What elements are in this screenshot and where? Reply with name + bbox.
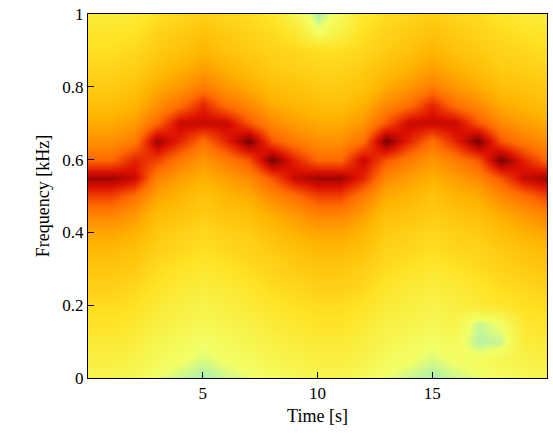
svg-text:10: 10 xyxy=(309,384,326,403)
svg-text:5: 5 xyxy=(199,384,208,403)
svg-text:1: 1 xyxy=(75,5,84,24)
svg-text:0.8: 0.8 xyxy=(62,78,83,97)
svg-text:0: 0 xyxy=(75,369,84,388)
svg-text:15: 15 xyxy=(424,384,441,403)
svg-text:Frequency [kHz]: Frequency [kHz] xyxy=(33,135,53,257)
svg-text:0.4: 0.4 xyxy=(62,223,84,242)
svg-text:Time [s]: Time [s] xyxy=(287,406,348,426)
svg-text:0.2: 0.2 xyxy=(62,296,83,315)
svg-text:0.6: 0.6 xyxy=(62,151,83,170)
